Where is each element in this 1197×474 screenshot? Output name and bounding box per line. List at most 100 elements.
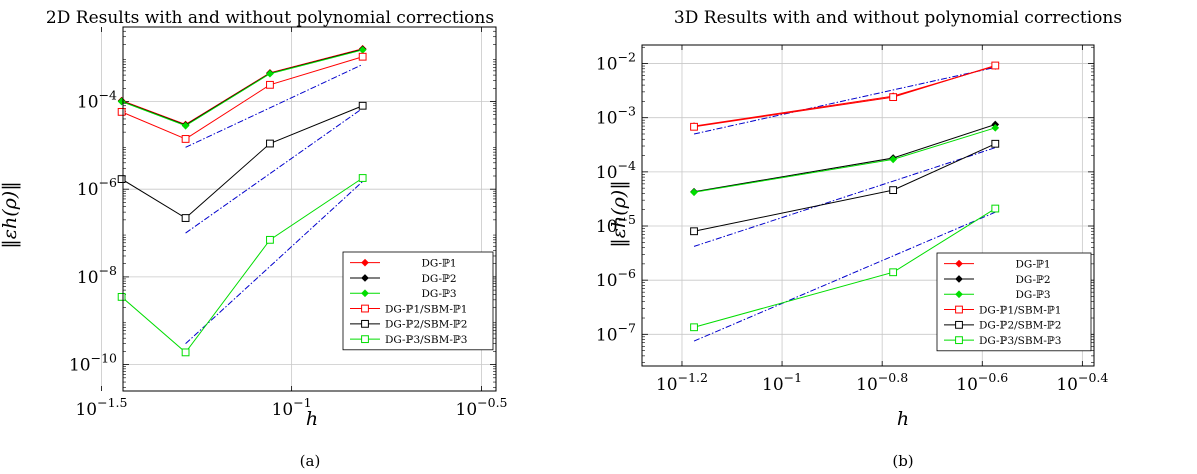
reference-line bbox=[185, 181, 364, 345]
data-point bbox=[117, 107, 126, 116]
x-tick-label: 10−0.6 bbox=[956, 370, 1008, 395]
data-point bbox=[358, 101, 367, 110]
subfigure-caption: (b) bbox=[892, 452, 913, 470]
chart-b: 3D Results with and without polynomial c… bbox=[596, 8, 1122, 470]
legend-label: DG-ℙ3/SBM-ℙ3 bbox=[979, 335, 1061, 347]
legend: DG-ℙ1 DG-ℙ2 DG-ℙ3 DG-ℙ1/SBM-ℙ1 DG-ℙ2/SBM-ℙ2 D… bbox=[342, 251, 494, 351]
y-tick-label: 10−6 bbox=[77, 175, 117, 200]
x-tick-label: 10−0.8 bbox=[856, 370, 908, 395]
series-line bbox=[121, 49, 363, 127]
chart-a: 2D Results with and without polynomial c… bbox=[0, 8, 508, 470]
legend-label: DG-ℙ2 bbox=[1015, 274, 1050, 286]
y-tick-label: 10−2 bbox=[596, 50, 636, 75]
legend-label: DG-ℙ2 bbox=[421, 273, 456, 285]
data-point bbox=[358, 52, 367, 61]
data-point bbox=[690, 227, 698, 236]
data-point bbox=[181, 121, 190, 130]
legend-label: DG-ℙ2/SBM-ℙ2 bbox=[979, 320, 1061, 332]
reference-line bbox=[693, 147, 996, 247]
reference-line bbox=[185, 107, 363, 234]
legend-swatch-marker bbox=[361, 335, 369, 344]
series-4 bbox=[117, 52, 367, 143]
legend-swatch-marker bbox=[955, 336, 963, 345]
reference-line bbox=[693, 211, 996, 342]
data-point bbox=[117, 175, 126, 183]
data-point bbox=[266, 139, 274, 148]
legend-swatch-marker bbox=[361, 258, 369, 267]
data-point bbox=[889, 93, 898, 102]
data-point bbox=[889, 155, 897, 164]
legend-label: DG-ℙ2/SBM-ℙ2 bbox=[385, 319, 467, 331]
legend-label: DG-ℙ3 bbox=[1015, 289, 1050, 301]
series-6 bbox=[690, 204, 1000, 332]
x-axis-label: h bbox=[306, 408, 318, 430]
legend-swatch-marker bbox=[955, 275, 963, 283]
data-point bbox=[991, 204, 1000, 213]
series-3 bbox=[117, 46, 367, 130]
x-tick-label: 10−0.5 bbox=[456, 395, 508, 420]
data-point bbox=[889, 186, 898, 195]
series-line bbox=[121, 177, 363, 354]
series-4 bbox=[690, 61, 1000, 131]
y-axis-label: ‖εh(ρ)‖ bbox=[608, 180, 630, 247]
legend-box bbox=[342, 251, 494, 351]
data-point bbox=[690, 323, 698, 332]
y-tick-label: 10−3 bbox=[596, 104, 636, 129]
reference-line bbox=[693, 66, 996, 135]
legend-label: DG-ℙ3 bbox=[421, 288, 456, 300]
series-line bbox=[121, 56, 363, 140]
series-3 bbox=[690, 124, 1000, 197]
legend-label: DG-ℙ1/SBM-ℙ1 bbox=[385, 303, 467, 315]
legend-label: DG-ℙ1 bbox=[1015, 258, 1050, 270]
legend-swatch-marker bbox=[361, 319, 369, 328]
data-point bbox=[991, 124, 1000, 132]
data-point bbox=[266, 69, 274, 78]
y-tick-label: 10−5 bbox=[596, 212, 636, 237]
legend-swatch-marker bbox=[955, 259, 963, 268]
legend-box bbox=[936, 252, 1092, 352]
subfigure-caption: (a) bbox=[300, 452, 321, 470]
data-point bbox=[181, 348, 190, 357]
legend-swatch-marker bbox=[361, 304, 369, 313]
data-point bbox=[690, 122, 698, 131]
series-5 bbox=[690, 139, 1000, 236]
data-point bbox=[181, 214, 190, 222]
x-axis-label: h bbox=[897, 408, 909, 430]
legend: DG-ℙ1 DG-ℙ2 DG-ℙ3 DG-ℙ1/SBM-ℙ1 DG-ℙ2/SBM-ℙ2 D… bbox=[936, 252, 1092, 352]
data-point bbox=[991, 61, 1000, 70]
data-point bbox=[358, 174, 367, 182]
y-tick-label: 10−4 bbox=[77, 87, 117, 112]
legend-label: DG-ℙ1 bbox=[421, 257, 456, 269]
data-point bbox=[991, 139, 1000, 148]
legend-swatch-marker bbox=[955, 290, 963, 299]
chart-title: 3D Results with and without polynomial c… bbox=[674, 8, 1122, 28]
legend-swatch-marker bbox=[361, 289, 369, 298]
legend-swatch-marker bbox=[361, 274, 369, 282]
x-tick-label: 10−0.4 bbox=[1056, 370, 1108, 395]
plot-frame bbox=[122, 26, 497, 392]
x-tick-label: 10−1 bbox=[272, 395, 312, 420]
chart-title: 2D Results with and without polynomial c… bbox=[46, 8, 494, 28]
legend-label: DG-ℙ1/SBM-ℙ1 bbox=[979, 304, 1061, 316]
data-point bbox=[889, 268, 898, 277]
reference-line bbox=[185, 63, 363, 148]
x-tick-label: 10−1 bbox=[762, 370, 802, 395]
x-tick-label: 10−1.5 bbox=[75, 395, 127, 420]
data-point bbox=[690, 188, 698, 197]
y-tick-label: 10−4 bbox=[596, 158, 636, 183]
y-tick-label: 10−10 bbox=[69, 351, 117, 376]
legend-swatch-marker bbox=[955, 320, 963, 329]
data-point bbox=[266, 80, 274, 89]
y-tick-label: 10−7 bbox=[596, 320, 636, 345]
series-6 bbox=[117, 174, 367, 357]
data-point bbox=[117, 292, 126, 301]
y-tick-label: 10−8 bbox=[77, 263, 117, 288]
series-line bbox=[121, 105, 363, 219]
plot-frame bbox=[641, 44, 1095, 367]
y-axis-label: ‖εh(ρ)‖ bbox=[0, 181, 21, 248]
series-5 bbox=[117, 101, 367, 222]
legend-label: DG-ℙ3/SBM-ℙ3 bbox=[385, 334, 467, 346]
data-point bbox=[181, 135, 190, 143]
legend-swatch-marker bbox=[955, 305, 963, 314]
